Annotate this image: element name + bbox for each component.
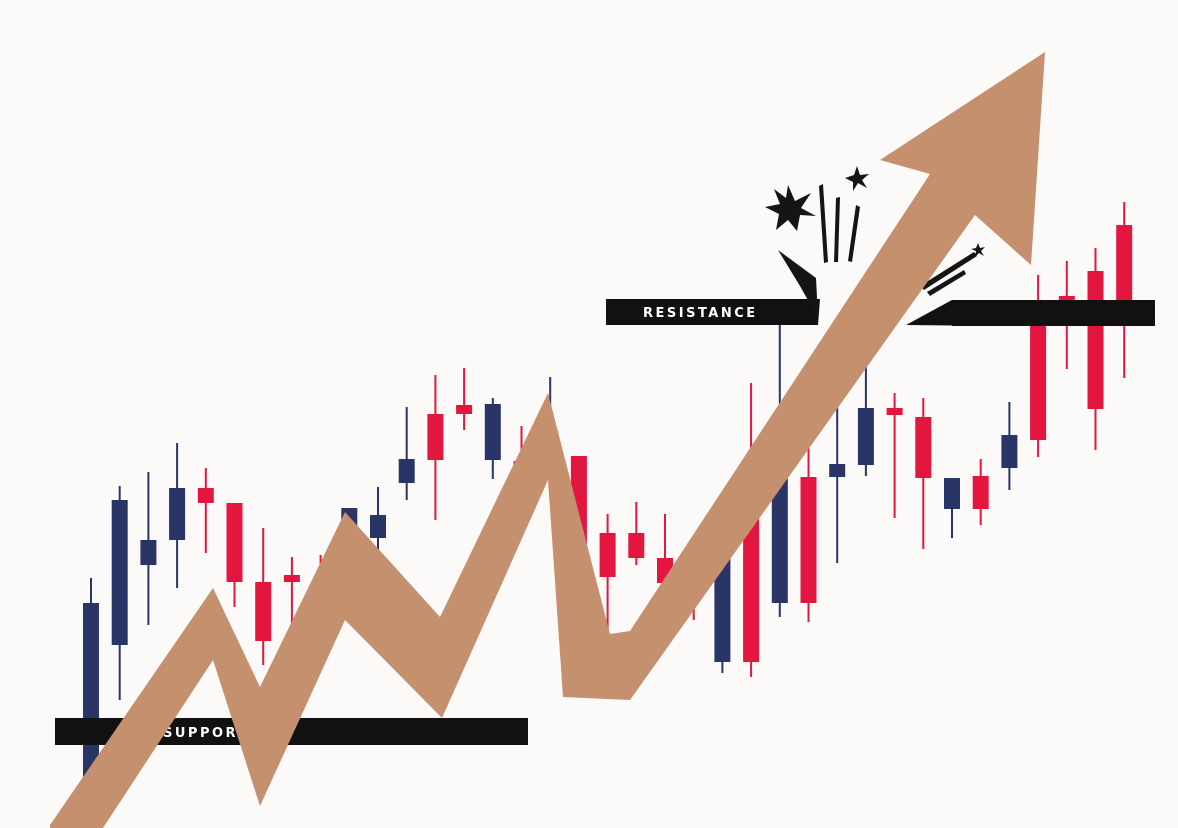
- resistance-label: RESISTANCE: [643, 306, 758, 321]
- candle-13: [427, 375, 444, 520]
- burst-shard-left: [778, 250, 818, 318]
- candle-body: [1030, 317, 1047, 440]
- candle-body: [83, 603, 99, 780]
- burst-streak-1: [819, 184, 828, 263]
- candle-1: [83, 578, 99, 785]
- candle-31: [944, 478, 960, 538]
- star-burst-small: [845, 166, 869, 191]
- burst-streak-3: [848, 205, 860, 262]
- candle-body: [915, 417, 932, 478]
- candle-body: [1001, 435, 1018, 468]
- candle-body: [829, 464, 846, 477]
- candle-37: [1116, 202, 1133, 378]
- candle-14: [456, 368, 473, 430]
- candle-6: [226, 503, 243, 607]
- candle-body: [800, 477, 817, 603]
- candle-33: [1001, 402, 1018, 490]
- candle-15: [484, 398, 501, 479]
- candle-12: [398, 407, 415, 500]
- candle-body: [427, 414, 444, 460]
- candle-body: [857, 408, 874, 465]
- star-burst-tiny: [971, 243, 985, 257]
- candle-body: [743, 502, 760, 662]
- candle-11: [370, 487, 386, 551]
- candle-36: [1087, 248, 1104, 450]
- candle-body: [886, 408, 903, 415]
- candle-5: [197, 468, 214, 553]
- candle-4: [169, 443, 186, 588]
- candle-body: [628, 533, 645, 558]
- support-label: SUPPORT: [163, 726, 249, 741]
- star-burst-large: [765, 185, 816, 231]
- candle-7: [255, 528, 272, 665]
- candle-32: [972, 459, 989, 525]
- candle-body: [484, 404, 501, 460]
- trend-arrow: [50, 52, 1045, 828]
- candle-body: [226, 503, 243, 582]
- resistance-line-left: [606, 299, 814, 325]
- candle-body: [599, 533, 616, 577]
- candle-body: [944, 478, 960, 509]
- candle-body: [255, 582, 272, 641]
- burst-streak-5: [927, 270, 966, 296]
- candle-29: [886, 393, 903, 518]
- candle-2: [111, 486, 128, 700]
- candle-3: [140, 472, 157, 625]
- resistance-break-right: [906, 300, 1000, 326]
- candle-body: [197, 488, 214, 503]
- burst-streak-4: [920, 252, 977, 290]
- candle-24: [743, 383, 760, 677]
- candle-body: [283, 575, 300, 582]
- candle-body: [1087, 271, 1104, 409]
- candle-body: [972, 476, 989, 509]
- candle-30: [915, 398, 932, 549]
- candle-body: [111, 500, 128, 645]
- candle-20: [628, 502, 645, 565]
- candle-8: [283, 557, 300, 632]
- breakout-burst: [765, 166, 985, 318]
- candle-body: [456, 405, 473, 414]
- burst-streak-2: [834, 197, 840, 262]
- candle-27: [829, 408, 846, 563]
- candle-body: [370, 515, 386, 538]
- candle-body: [140, 540, 157, 565]
- candle-body: [398, 459, 415, 483]
- candle-body: [169, 488, 186, 540]
